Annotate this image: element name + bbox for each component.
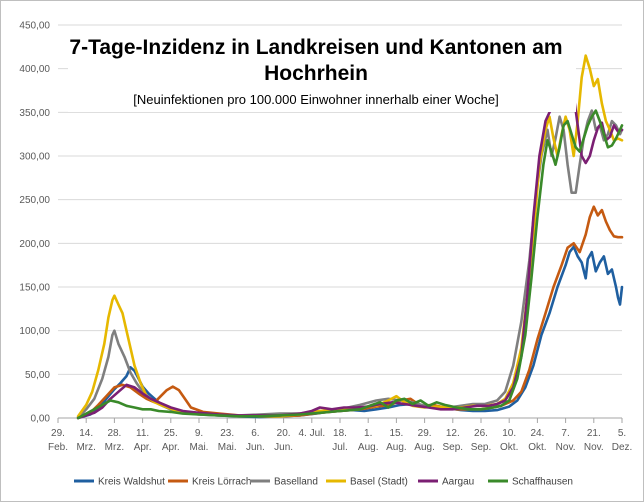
- x-tick-label-month: Okt.: [528, 442, 546, 453]
- legend: Kreis Waldshut Kreis Lörrach Baselland Base…: [74, 477, 573, 488]
- x-tick-label: 15.: [389, 428, 403, 439]
- y-tick-label: 450,00: [19, 21, 50, 32]
- y-tick-label: 250,00: [19, 195, 50, 206]
- title-backdrop: [68, 28, 576, 112]
- x-tick-label: 29.: [51, 428, 65, 439]
- x-tick-label-month: Okt.: [500, 442, 518, 453]
- y-tick-label: 50,00: [25, 370, 50, 381]
- y-tick-label: 300,00: [19, 152, 50, 163]
- chart-subtitle: [Neuinfektionen pro 100.000 Einwohner in…: [133, 92, 498, 107]
- x-tick-label-month: Mrz.: [76, 442, 95, 453]
- series-lines: [76, 54, 624, 420]
- legend-label-2: Baselland: [274, 477, 318, 488]
- y-tick-label: 100,00: [19, 326, 50, 337]
- x-tick-label: 7.: [561, 428, 569, 439]
- x-tick-label-month: Mai.: [190, 442, 209, 453]
- y-tick-label: 200,00: [19, 239, 50, 250]
- x-tick-label: 21.: [587, 428, 601, 439]
- x-tick-label: 5.: [618, 428, 626, 439]
- x-tick-label: 11.: [136, 428, 149, 439]
- legend-label-3: Basel (Stadt): [350, 477, 408, 488]
- axes: 0,00 50,00 100,00 150,00 200,00 250,00 300,00 3…: [19, 21, 632, 454]
- y-tick-label: 400,00: [19, 64, 50, 75]
- series-line-4: [76, 69, 624, 420]
- x-tick-label-month: Apr.: [162, 442, 180, 453]
- y-tick-label: 0,00: [31, 414, 51, 425]
- x-tick-label: 24.: [530, 428, 544, 439]
- x-tick-label: 29.: [418, 428, 432, 439]
- x-tick-label-month: Jun.: [274, 442, 293, 453]
- x-tick-label: 6.: [251, 428, 259, 439]
- legend-label-4: Aargau: [442, 477, 474, 488]
- x-tick-label: 14.: [79, 428, 93, 439]
- x-tick-label-month: Aug.: [386, 442, 407, 453]
- legend-label-1: Kreis Lörrach: [192, 477, 251, 488]
- x-tick-label-month: Mrz.: [105, 442, 124, 453]
- x-tick-label-month: Jun.: [246, 442, 265, 453]
- legend-label-5: Schaffhausen: [512, 477, 573, 488]
- x-tick-label: 10.: [502, 428, 516, 439]
- x-tick-label-month: Dez.: [612, 442, 633, 453]
- x-tick-label: 18.: [333, 428, 347, 439]
- x-tick-label: 1.: [364, 428, 372, 439]
- x-tick-label: 20.: [277, 428, 291, 439]
- chart-title-line1: 7-Tage-Inzidenz in Landkreisen und Kanto…: [69, 36, 562, 59]
- x-tick-label: 25.: [164, 428, 178, 439]
- legend-label-0: Kreis Waldshut: [98, 477, 165, 488]
- x-tick-label-month: Jul.: [332, 442, 348, 453]
- y-tick-label: 350,00: [19, 108, 50, 119]
- x-tick-label-month: Aug.: [414, 442, 435, 453]
- x-tick-label-month: Nov.: [556, 442, 576, 453]
- chart-title-line2: Hochrhein: [264, 62, 368, 85]
- x-tick-label-month: Sep.: [471, 442, 492, 453]
- x-tick-label: 23.: [220, 428, 234, 439]
- x-tick-label-month: Mai.: [218, 442, 237, 453]
- y-tick-label: 150,00: [19, 283, 50, 294]
- x-tick-label: 28.: [107, 428, 121, 439]
- x-tick-label: 12.: [446, 428, 460, 439]
- x-tick-label: 26.: [474, 428, 488, 439]
- x-tick-label: 9.: [195, 428, 203, 439]
- x-tick-label-month: Sep.: [443, 442, 464, 453]
- x-tick-label-month: Apr.: [134, 442, 152, 453]
- x-tick-label-month: Aug.: [358, 442, 379, 453]
- x-tick-label-month: Nov.: [584, 442, 604, 453]
- series-line-5: [76, 109, 624, 420]
- x-tick-label-month: Feb.: [48, 442, 68, 453]
- x-tick-label: 4. Jul.: [298, 428, 325, 439]
- series-line-1: [76, 205, 624, 420]
